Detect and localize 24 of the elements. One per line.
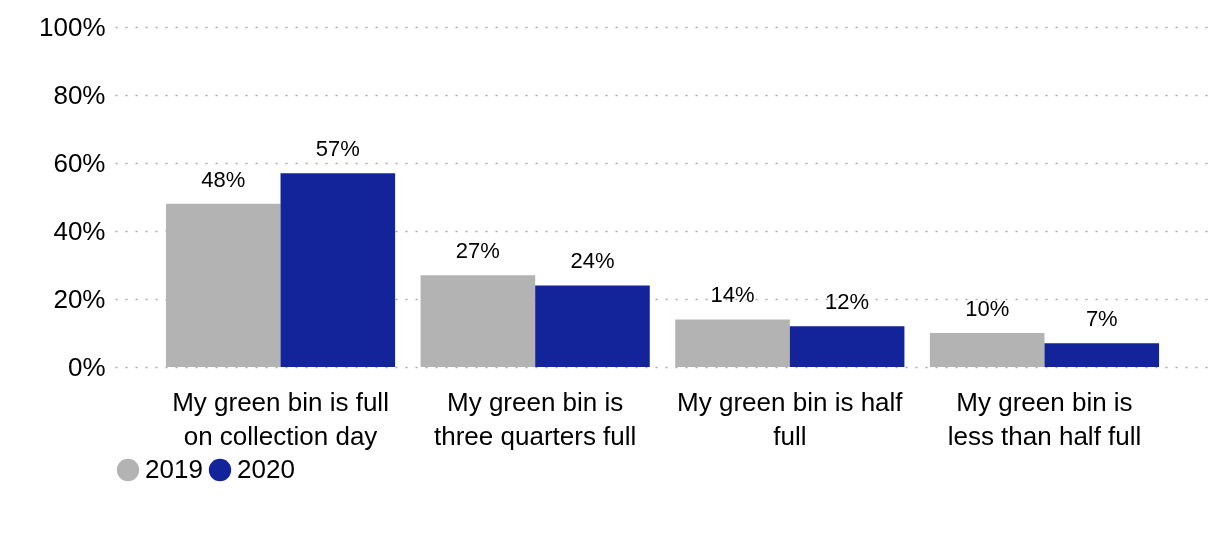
data-label: 12%: [825, 289, 870, 315]
data-label: 14%: [710, 282, 755, 308]
legend-label: 2020: [237, 454, 295, 484]
y-tick-label: 40%: [53, 215, 106, 246]
bar: [789, 326, 905, 367]
data-label: 27%: [455, 238, 500, 264]
data-label: 7%: [1085, 306, 1118, 332]
y-tick-label: 60%: [53, 147, 106, 178]
legend-label: 2019: [145, 454, 203, 484]
bar: [1044, 343, 1160, 367]
x-tick-label: My green bin is less than half full: [947, 386, 1142, 451]
x-tick-label: My green bin is three quarters full: [434, 386, 637, 451]
data-label: 57%: [315, 136, 360, 162]
y-tick-label: 20%: [53, 283, 106, 314]
data-label: 10%: [965, 296, 1010, 321]
x-tick-label: My green bin is half full: [677, 386, 904, 451]
x-tick-label: My green bin is full on collection day: [172, 386, 389, 451]
y-tick-label: 100%: [39, 11, 106, 42]
data-label: 24%: [570, 248, 615, 274]
data-label: 48%: [201, 166, 246, 192]
y-tick-label: 0%: [67, 351, 106, 382]
y-tick-label: 80%: [53, 79, 106, 110]
bar: [280, 173, 396, 367]
bar: [535, 285, 650, 367]
